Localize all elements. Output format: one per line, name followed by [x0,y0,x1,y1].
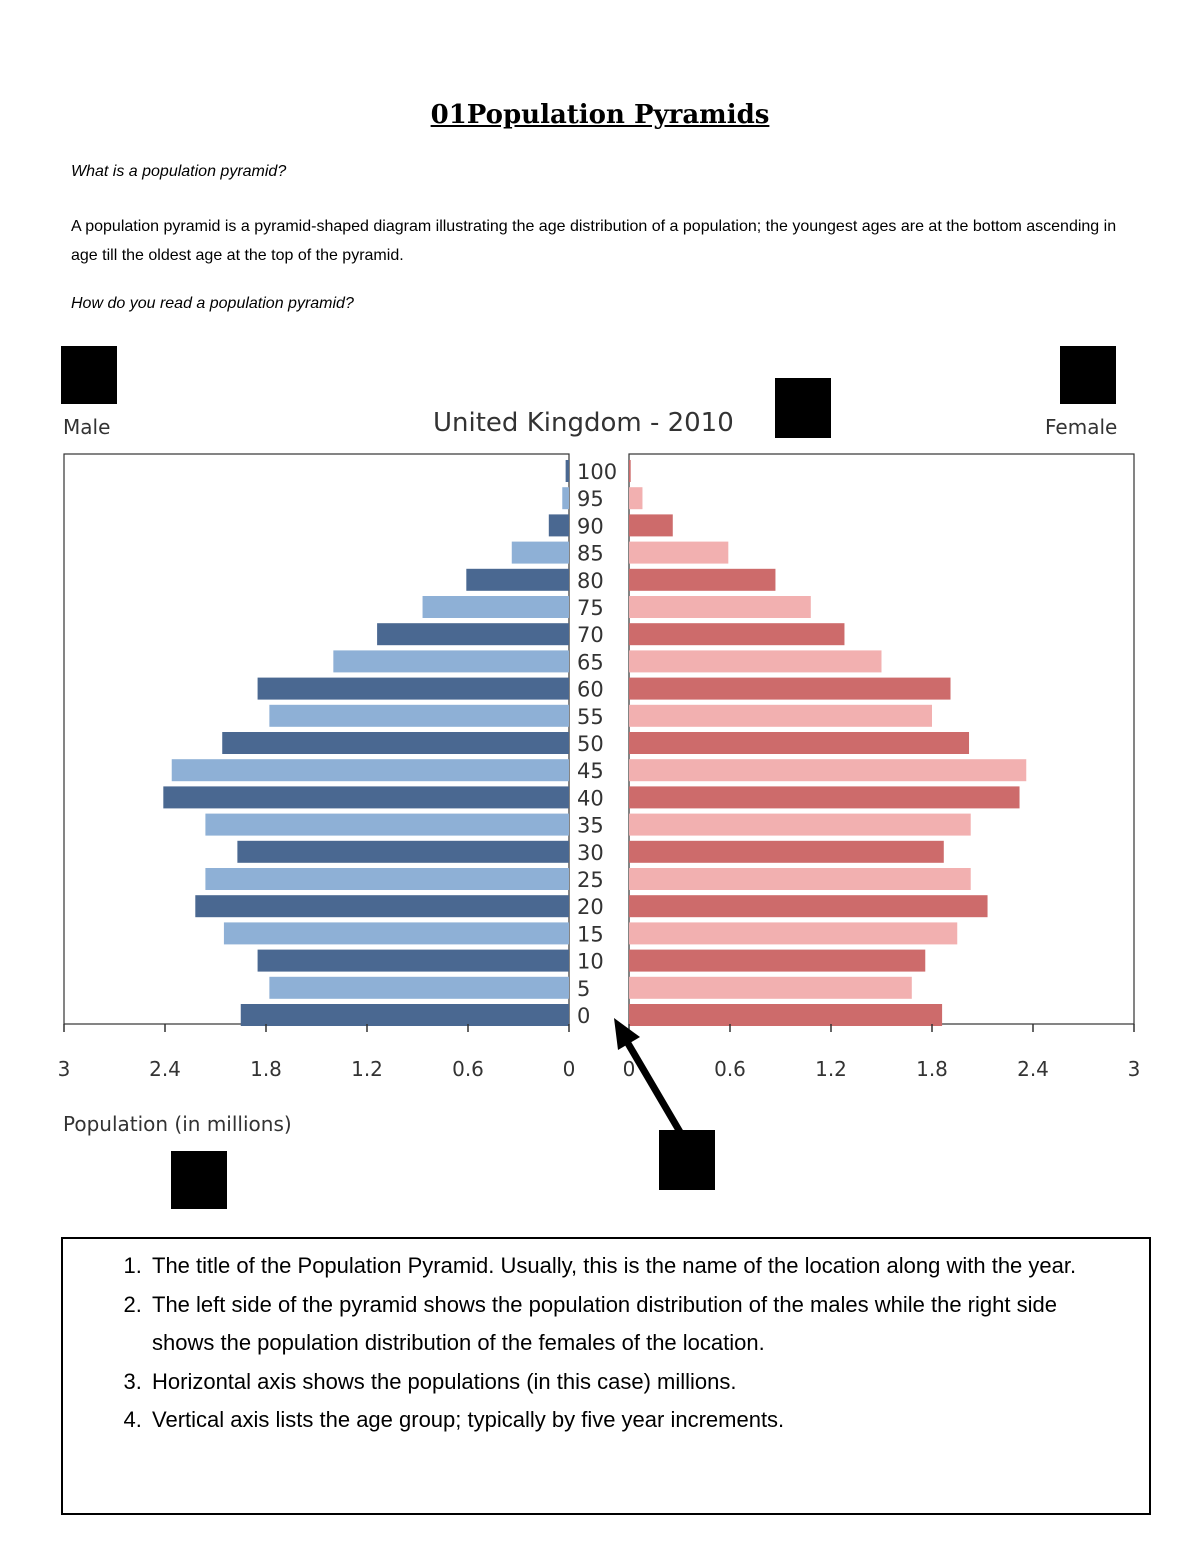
age-label: 0 [577,1004,590,1028]
male-x-tick-label: 1.8 [250,1057,282,1081]
female-bar-85 [629,541,729,564]
age-label: 55 [577,705,604,729]
page-title: 01Population Pyramids [430,100,770,130]
male-x-tick-label: 0 [563,1057,576,1081]
female-x-tick-label: 1.2 [815,1057,847,1081]
label-box-3 [775,378,831,438]
female-bar-95 [629,487,643,510]
age-label: 85 [577,542,604,566]
male-bar-30 [237,840,569,863]
age-label: 80 [577,569,604,593]
female-x-tick-label: 3 [1128,1057,1141,1081]
notes-list: The title of the Population Pyramid. Usu… [63,1239,1149,1440]
male-bar-55 [269,704,569,727]
male-bar-45 [171,759,569,782]
age-label: 35 [577,814,604,838]
female-bar-25 [629,868,971,890]
age-label: 5 [577,977,590,1001]
female-label: Female [1045,415,1118,439]
note-item: Vertical axis lists the age group; typic… [148,1401,1119,1440]
pointer-arrow-icon [622,1038,684,1134]
female-bar-35 [629,813,971,836]
male-x-tick-label: 0.6 [452,1057,484,1081]
x-axis-label: Population (in millions) [63,1112,292,1136]
label-box-2 [1060,346,1116,404]
female-bar-10 [629,949,926,972]
female-bar-0 [629,1004,943,1026]
female-bar-45 [629,759,1027,782]
age-label: 95 [577,487,604,511]
male-x-tick-label: 3 [58,1057,71,1081]
age-label: 75 [577,596,604,620]
age-label: 100 [577,460,617,484]
male-label: Male [63,415,111,439]
male-bar-100 [565,460,569,482]
label-box-5 [659,1130,715,1190]
male-x-tick-label: 2.4 [149,1057,181,1081]
age-label: 60 [577,678,604,702]
female-bar-55 [629,704,932,727]
male-x-tick-label: 1.2 [351,1057,383,1081]
male-bar-50 [222,732,569,754]
note-item: Horizontal axis shows the populations (i… [148,1363,1119,1402]
male-bar-25 [205,868,569,890]
female-bar-20 [629,895,988,918]
note-item: The title of the Population Pyramid. Usu… [148,1247,1119,1286]
age-label: 45 [577,759,604,783]
female-bar-40 [629,786,1020,809]
label-box-1 [61,346,117,404]
age-label: 40 [577,786,604,810]
male-bar-95 [562,487,569,510]
question-how: How do you read a population pyramid? [71,295,354,312]
age-label: 90 [577,514,604,538]
female-bar-30 [629,840,944,863]
notes-box: The title of the Population Pyramid. Usu… [61,1237,1151,1515]
female-x-tick-label: 0.6 [714,1057,746,1081]
male-bar-70 [377,623,569,646]
age-label: 65 [577,650,604,674]
male-bar-0 [240,1004,569,1026]
definition-paragraph: A population pyramid is a pyramid-shaped… [71,218,1117,264]
male-bar-65 [333,650,569,673]
female-bar-100 [629,460,631,482]
female-bar-90 [629,514,673,537]
female-bar-75 [629,596,811,618]
female-bar-50 [629,732,970,754]
age-label: 15 [577,922,604,946]
female-x-tick-label: 0 [623,1057,636,1081]
female-bar-15 [629,922,958,945]
age-label: 10 [577,950,604,974]
female-bar-80 [629,568,776,591]
male-bar-20 [195,895,570,918]
male-bar-85 [511,541,569,564]
age-label: 70 [577,623,604,647]
chart-title: United Kingdom - 2010 [433,408,734,438]
male-bar-35 [205,813,569,836]
age-label: 50 [577,732,604,756]
male-bar-90 [548,514,569,537]
male-bar-5 [269,976,569,999]
arrowhead-icon [614,1018,640,1050]
female-bar-5 [629,976,912,999]
male-bar-75 [422,596,569,618]
female-x-tick-label: 2.4 [1017,1057,1049,1081]
note-item: The left side of the pyramid shows the p… [148,1286,1119,1363]
question-what: What is a population pyramid? [71,163,287,180]
female-x-tick-label: 1.8 [916,1057,948,1081]
female-bar-60 [629,677,951,700]
male-bar-40 [163,786,570,809]
male-bar-80 [466,568,569,591]
age-label: 25 [577,868,604,892]
female-bar-70 [629,623,845,646]
male-bar-15 [223,922,569,945]
male-bar-10 [257,949,569,972]
female-bar-65 [629,650,882,673]
male-bar-60 [257,677,569,700]
age-label: 30 [577,841,604,865]
age-label: 20 [577,895,604,919]
label-box-4 [171,1151,227,1209]
